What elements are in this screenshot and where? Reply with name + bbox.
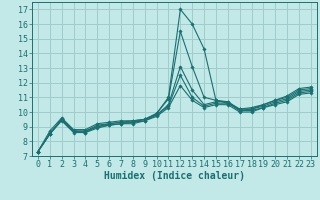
X-axis label: Humidex (Indice chaleur): Humidex (Indice chaleur) [104, 171, 245, 181]
